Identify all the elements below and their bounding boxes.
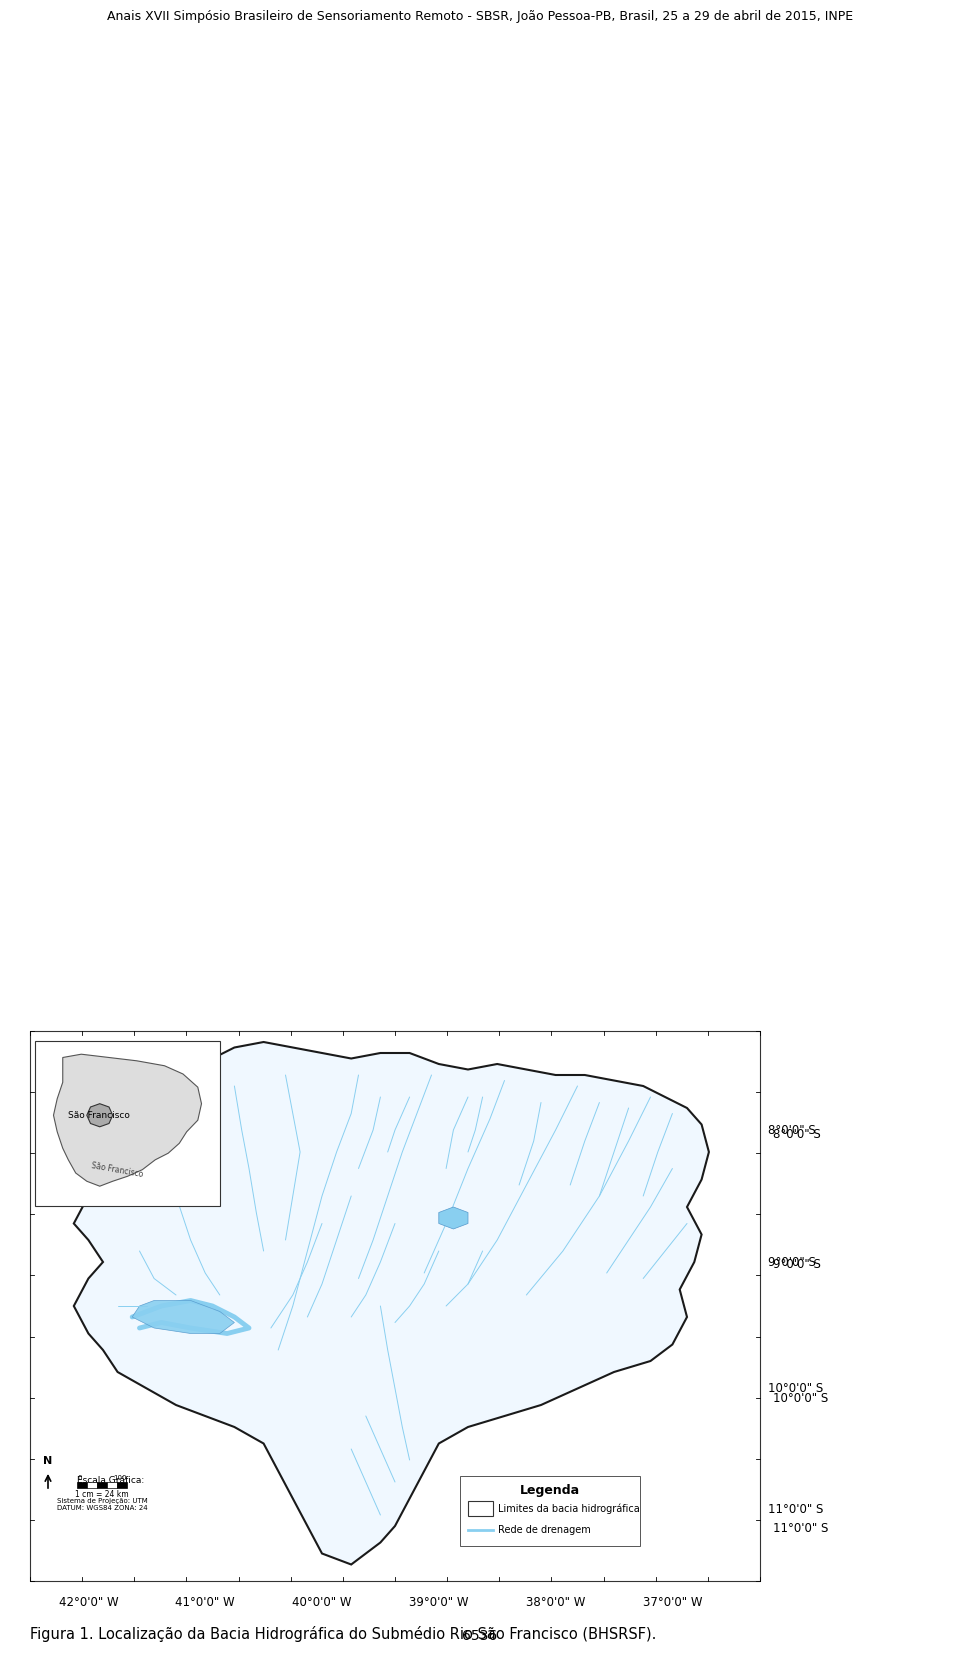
Polygon shape [439,1208,468,1229]
Polygon shape [86,1103,112,1126]
Bar [107,1482,117,1488]
Text: 8°0'0" S: 8°0'0" S [768,1123,816,1136]
Polygon shape [74,1041,708,1565]
Text: 0: 0 [77,1475,82,1482]
Text: 38°0'0" W: 38°0'0" W [526,1596,586,1610]
Polygon shape [54,1055,202,1186]
Bar [468,1502,493,1516]
Text: Limites da bacia hidrográfica: Limites da bacia hidrográfica [498,1503,639,1515]
Text: 100: 100 [113,1475,127,1482]
Text: DATUM: WGS84 ZONA: 24: DATUM: WGS84 ZONA: 24 [57,1505,147,1512]
Text: 11°0'0" S: 11°0'0" S [768,1503,824,1516]
Text: 41°0'0" W: 41°0'0" W [176,1596,235,1610]
Bar [460,1477,640,1546]
Text: Rede de drenagem: Rede de drenagem [498,1525,590,1535]
Text: 39°0'0" W: 39°0'0" W [409,1596,468,1610]
Text: 37°0'0" W: 37°0'0" W [642,1596,702,1610]
Text: 9°0'0" S: 9°0'0" S [773,1257,821,1271]
Text: São Francisco: São Francisco [68,1111,131,1120]
Text: 8°0'0" S: 8°0'0" S [773,1128,821,1141]
Text: 11°0'0" S: 11°0'0" S [773,1521,828,1535]
Text: 9°0'0" S: 9°0'0" S [768,1256,816,1269]
Text: Escala Gráfica:: Escala Gráfica: [77,1477,144,1485]
Text: 6536: 6536 [463,1629,497,1643]
Text: Sistema de Projeção: UTM: Sistema de Projeção: UTM [57,1498,148,1503]
Text: Legenda: Legenda [520,1483,580,1497]
Bar [35,1041,220,1206]
Text: 1 cm = 24 km: 1 cm = 24 km [75,1490,129,1498]
Bar [97,1482,107,1488]
Text: São Francisco: São Francisco [90,1161,144,1179]
Polygon shape [132,1301,234,1334]
Bar [87,1482,97,1488]
Bar [117,1482,127,1488]
Text: Figura 1. Localização da Bacia Hidrográfica do Submédio Rio São Francisco (BHSRS: Figura 1. Localização da Bacia Hidrográf… [30,1626,657,1643]
Text: 42°0'0" W: 42°0'0" W [59,1596,118,1610]
Text: 10°0'0" S: 10°0'0" S [768,1382,824,1395]
Text: N: N [43,1457,53,1467]
Text: 10°0'0" S: 10°0'0" S [773,1392,828,1405]
Bar [77,1482,87,1488]
Text: Anais XVII Simpósio Brasileiro de Sensoriamento Remoto - SBSR, João Pessoa-PB, B: Anais XVII Simpósio Brasileiro de Sensor… [107,10,853,23]
Text: 40°0'0" W: 40°0'0" W [292,1596,351,1610]
Bar [30,1031,760,1581]
